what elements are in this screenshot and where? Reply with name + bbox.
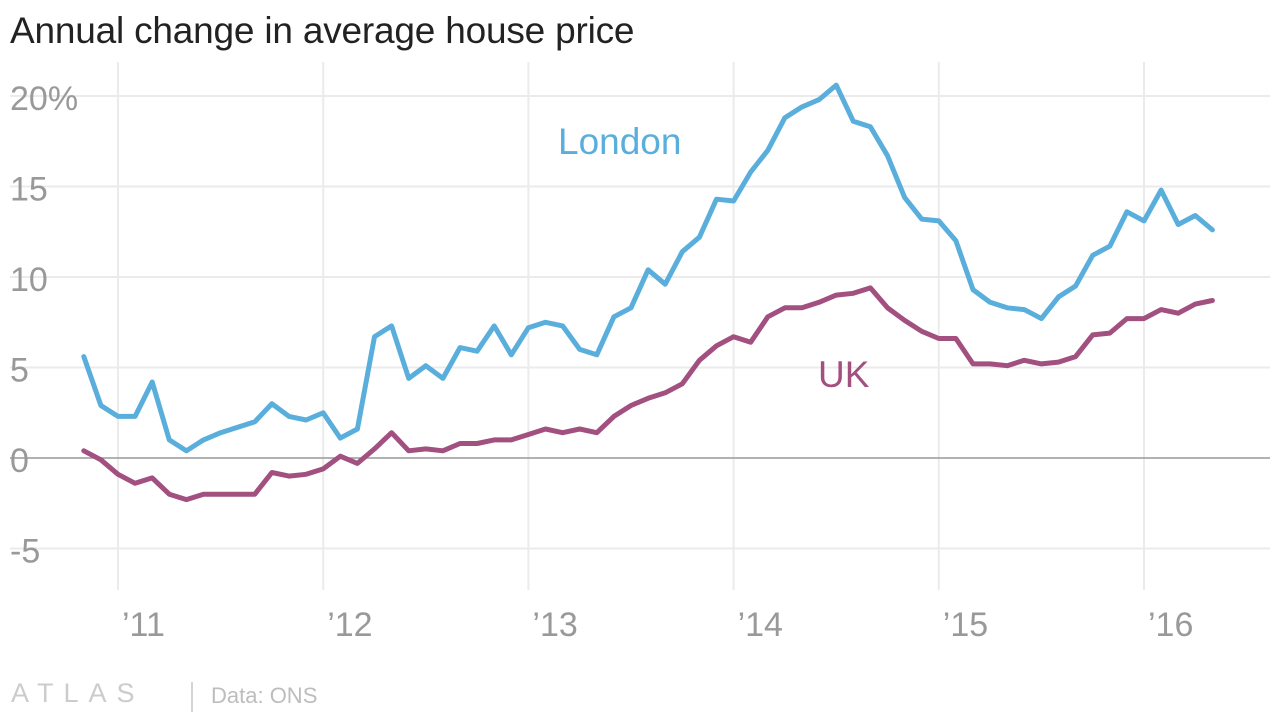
- series-line-uk: [81, 285, 1215, 503]
- x-tick-label: ’13: [532, 606, 577, 644]
- y-tick-label: 0: [10, 442, 29, 480]
- line-chart: -5 0 5 10 15 20% ’11 ’12 ’13 ’14 ’15 ’16 London UK: [10, 62, 1270, 644]
- series-label-london: London: [558, 121, 681, 162]
- footer-divider: [191, 682, 193, 712]
- y-axis-tick-labels: -5 0 5 10 15 20%: [10, 80, 78, 571]
- x-tick-label: ’15: [943, 606, 988, 644]
- y-tick-label: 15: [10, 171, 48, 209]
- chart-title: Annual change in average house price: [10, 10, 635, 51]
- source-note: Data: ONS: [211, 683, 318, 708]
- atlas-logo: ATLAS: [11, 678, 145, 708]
- x-tick-label: ’11: [122, 606, 165, 644]
- y-tick-label: 5: [10, 352, 29, 390]
- series-line-london: [81, 82, 1215, 454]
- x-tick-label: ’12: [327, 606, 372, 644]
- x-axis-tick-labels: ’11 ’12 ’13 ’14 ’15 ’16: [122, 606, 1193, 644]
- y-tick-label: 20%: [10, 80, 78, 118]
- y-tick-label: 10: [10, 261, 48, 299]
- y-gridlines: [10, 95, 1270, 550]
- x-tick-label: ’16: [1148, 606, 1193, 644]
- x-tick-label: ’14: [738, 606, 783, 644]
- series-lines: [81, 82, 1215, 503]
- y-tick-label: -5: [10, 533, 40, 571]
- series-label-uk: UK: [818, 354, 870, 395]
- series-labels: London UK: [558, 121, 870, 395]
- footer: ATLAS Data: ONS: [0, 678, 400, 714]
